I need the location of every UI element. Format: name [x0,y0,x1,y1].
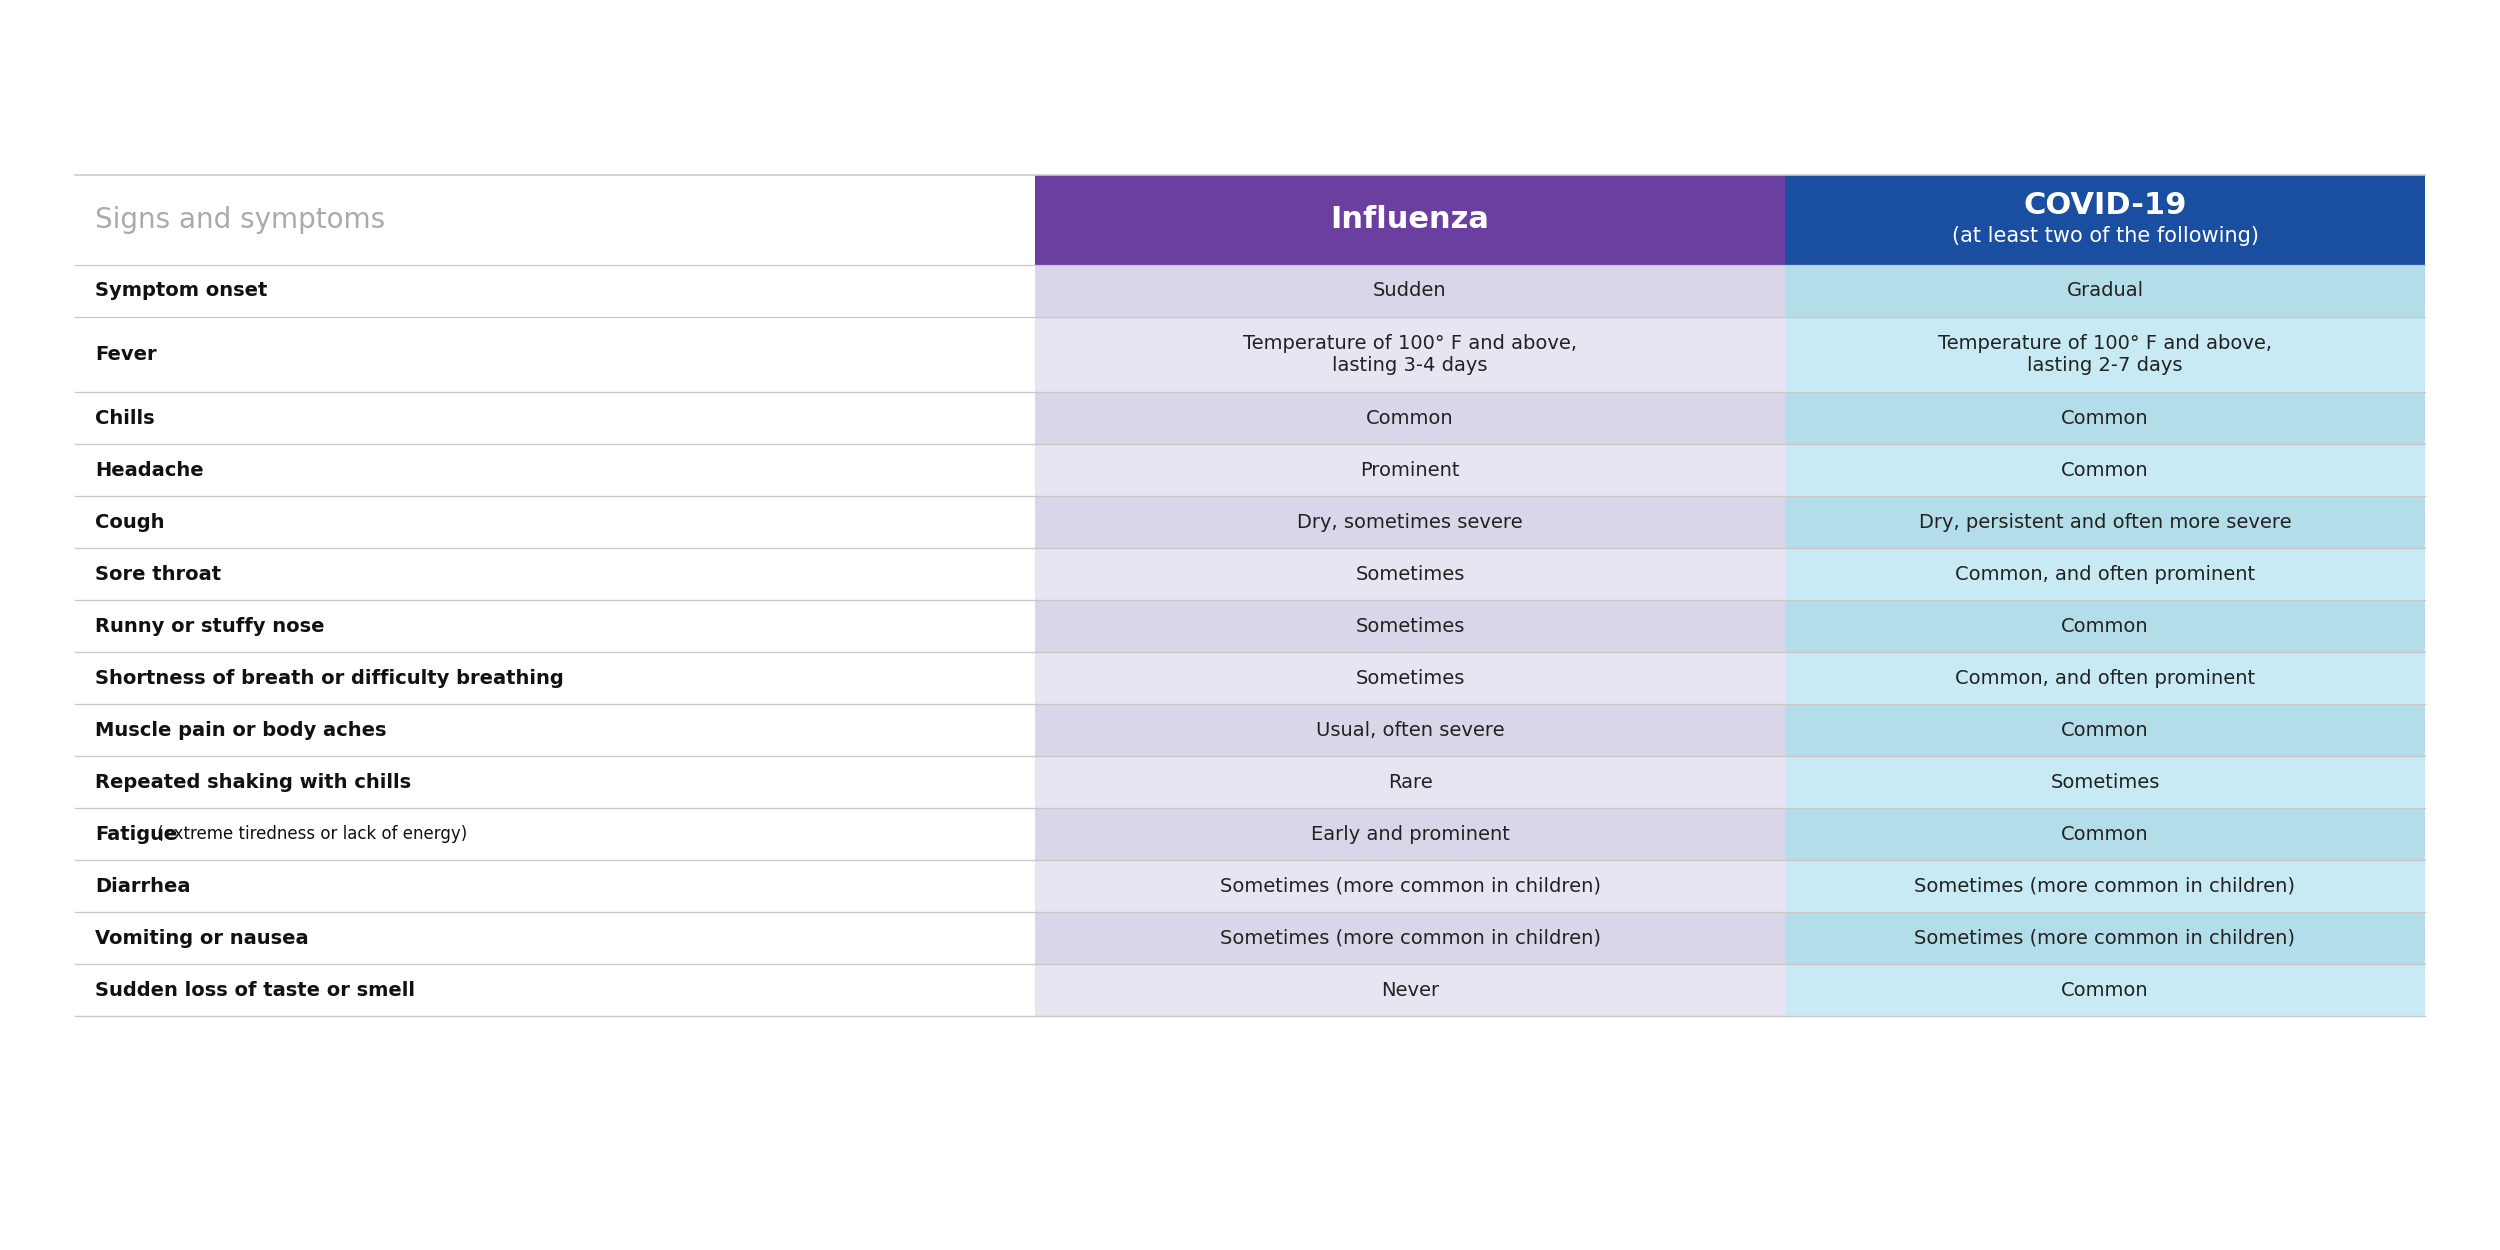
Bar [1785,548,2425,600]
Bar [1035,600,1785,652]
Text: COVID-19: COVID-19 [2023,191,2188,220]
Bar [75,548,1035,600]
Text: Usual, often severe: Usual, often severe [1315,720,1505,740]
Text: Headache: Headache [95,460,202,480]
Text: Symptom onset: Symptom onset [95,281,268,300]
Bar [1035,318,1785,392]
Bar [1035,912,1785,964]
Bar [1035,392,1785,444]
Bar [1785,318,2425,392]
Bar [1785,912,2425,964]
Text: Sometimes (more common in children): Sometimes (more common in children) [1915,876,2295,895]
Bar [1035,808,1785,860]
Bar [75,912,1035,964]
Bar [1785,756,2425,808]
Text: Sometimes: Sometimes [2050,772,2160,791]
Text: Common: Common [1365,409,1455,428]
Text: Muscle pain or body aches: Muscle pain or body aches [95,720,388,740]
Bar [1785,175,2425,265]
Bar [75,756,1035,808]
Bar [1035,860,1785,912]
Bar [75,964,1035,1016]
Text: Sometimes: Sometimes [1355,616,1465,635]
Text: Signs and symptoms: Signs and symptoms [95,206,385,234]
Bar [1785,704,2425,756]
Text: Common, and often prominent: Common, and often prominent [1955,669,2255,688]
Bar [75,600,1035,652]
Text: Common: Common [2060,460,2150,480]
Bar [1785,600,2425,652]
Text: Diarrhea: Diarrhea [95,876,190,895]
Text: Vomiting or nausea: Vomiting or nausea [95,929,308,948]
Bar [75,265,1035,318]
Text: (extreme tiredness or lack of energy): (extreme tiredness or lack of energy) [152,825,468,842]
Text: Sometimes (more common in children): Sometimes (more common in children) [1915,929,2295,948]
Text: Temperature of 100° F and above,
lasting 2-7 days: Temperature of 100° F and above, lasting… [1938,334,2272,375]
Bar [1785,265,2425,318]
Text: Never: Never [1380,980,1440,1000]
Bar [75,808,1035,860]
Text: Runny or stuffy nose: Runny or stuffy nose [95,616,325,635]
Bar [1035,548,1785,600]
Text: Common: Common [2060,720,2150,740]
Text: Common: Common [2060,409,2150,428]
Bar [75,175,1035,265]
Text: Sometimes: Sometimes [1355,565,1465,584]
Text: Rare: Rare [1388,772,1432,791]
Text: Repeated shaking with chills: Repeated shaking with chills [95,772,410,791]
Bar [75,704,1035,756]
Text: Influenza: Influenza [1330,205,1490,235]
Text: Sudden loss of taste or smell: Sudden loss of taste or smell [95,980,415,1000]
Bar [1785,652,2425,704]
Text: Sometimes: Sometimes [1355,669,1465,688]
Bar [1035,496,1785,548]
Bar [1785,808,2425,860]
Bar [1785,444,2425,496]
Bar [75,860,1035,912]
Bar [1785,496,2425,548]
Text: Sore throat: Sore throat [95,565,220,584]
Text: Chills: Chills [95,409,155,428]
Text: Sudden: Sudden [1372,281,1447,300]
Bar [1035,964,1785,1016]
Bar [75,318,1035,392]
Text: Fever: Fever [95,345,158,364]
Text: Common, and often prominent: Common, and often prominent [1955,565,2255,584]
Bar [1035,704,1785,756]
Bar [75,652,1035,704]
Bar [75,392,1035,444]
Bar [1035,444,1785,496]
Text: Dry, persistent and often more severe: Dry, persistent and often more severe [1918,512,2292,531]
Text: Cough: Cough [95,512,165,531]
Bar [1035,175,1785,265]
Text: (at least two of the following): (at least two of the following) [1952,226,2258,246]
Bar [75,496,1035,548]
Bar [1785,392,2425,444]
Text: Prominent: Prominent [1360,460,1460,480]
Text: Common: Common [2060,980,2150,1000]
Bar [1785,860,2425,912]
Text: Temperature of 100° F and above,
lasting 3-4 days: Temperature of 100° F and above, lasting… [1242,334,1578,375]
Bar [75,444,1035,496]
Bar [1035,756,1785,808]
Text: Dry, sometimes severe: Dry, sometimes severe [1298,512,1522,531]
Text: Common: Common [2060,825,2150,844]
Text: Early and prominent: Early and prominent [1310,825,1510,844]
Text: Common: Common [2060,616,2150,635]
Bar [1785,964,2425,1016]
Text: Sometimes (more common in children): Sometimes (more common in children) [1220,876,1600,895]
Text: Gradual: Gradual [2068,281,2142,300]
Bar [1035,652,1785,704]
Text: Shortness of breath or difficulty breathing: Shortness of breath or difficulty breath… [95,669,565,688]
Text: Fatigue: Fatigue [95,825,178,844]
Bar [1035,265,1785,318]
Text: Sometimes (more common in children): Sometimes (more common in children) [1220,929,1600,948]
